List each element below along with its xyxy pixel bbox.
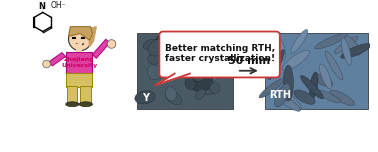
Ellipse shape [325, 51, 343, 80]
Polygon shape [68, 27, 93, 40]
Polygon shape [66, 52, 93, 74]
Ellipse shape [259, 79, 284, 98]
Ellipse shape [277, 38, 286, 60]
Polygon shape [48, 53, 66, 66]
Ellipse shape [330, 90, 354, 105]
Ellipse shape [341, 38, 352, 65]
Ellipse shape [182, 44, 198, 61]
Ellipse shape [282, 50, 310, 71]
Ellipse shape [291, 29, 308, 53]
Ellipse shape [205, 53, 220, 72]
Polygon shape [155, 74, 190, 85]
Ellipse shape [143, 39, 159, 50]
Ellipse shape [191, 64, 208, 81]
Polygon shape [93, 39, 110, 58]
Ellipse shape [210, 83, 220, 93]
Ellipse shape [274, 83, 290, 107]
Bar [67, 86, 77, 104]
Bar [80, 86, 91, 104]
Ellipse shape [148, 52, 164, 64]
Text: Y: Y [142, 93, 149, 103]
Ellipse shape [79, 102, 93, 107]
Polygon shape [88, 27, 96, 47]
Ellipse shape [190, 44, 204, 56]
Text: Better matching RTH,
faster crystallization!: Better matching RTH, faster crystallizat… [164, 44, 275, 63]
Ellipse shape [199, 34, 213, 47]
Ellipse shape [282, 91, 301, 110]
Bar [76, 44, 82, 52]
Ellipse shape [135, 91, 155, 104]
Ellipse shape [316, 90, 341, 103]
Ellipse shape [148, 39, 168, 56]
Ellipse shape [187, 55, 198, 67]
Ellipse shape [341, 44, 371, 58]
Ellipse shape [147, 65, 161, 80]
Bar [66, 73, 93, 87]
Text: RTH: RTH [269, 90, 291, 100]
Ellipse shape [200, 86, 217, 95]
Ellipse shape [314, 75, 333, 87]
Ellipse shape [165, 87, 177, 101]
Ellipse shape [344, 35, 360, 55]
Ellipse shape [301, 75, 323, 99]
Bar [265, 33, 368, 109]
Ellipse shape [201, 46, 213, 59]
FancyBboxPatch shape [160, 32, 280, 77]
Ellipse shape [194, 45, 211, 60]
Ellipse shape [294, 90, 315, 104]
Text: Zhejiang
University: Zhejiang University [61, 57, 97, 67]
Ellipse shape [315, 33, 347, 49]
Ellipse shape [319, 64, 332, 89]
Ellipse shape [191, 74, 213, 92]
Ellipse shape [185, 77, 195, 90]
Ellipse shape [165, 90, 182, 105]
Text: OH⁻: OH⁻ [50, 1, 66, 10]
Ellipse shape [268, 50, 284, 80]
Ellipse shape [155, 32, 176, 49]
Circle shape [43, 60, 50, 68]
Circle shape [68, 28, 91, 51]
Bar [137, 33, 233, 109]
Ellipse shape [195, 89, 206, 99]
Ellipse shape [270, 89, 301, 111]
Text: 50 min: 50 min [228, 56, 270, 66]
Circle shape [107, 40, 116, 48]
Ellipse shape [334, 36, 358, 54]
Text: N: N [38, 2, 45, 11]
Ellipse shape [283, 65, 293, 101]
Ellipse shape [197, 67, 220, 83]
Ellipse shape [66, 102, 79, 107]
Ellipse shape [310, 72, 318, 100]
